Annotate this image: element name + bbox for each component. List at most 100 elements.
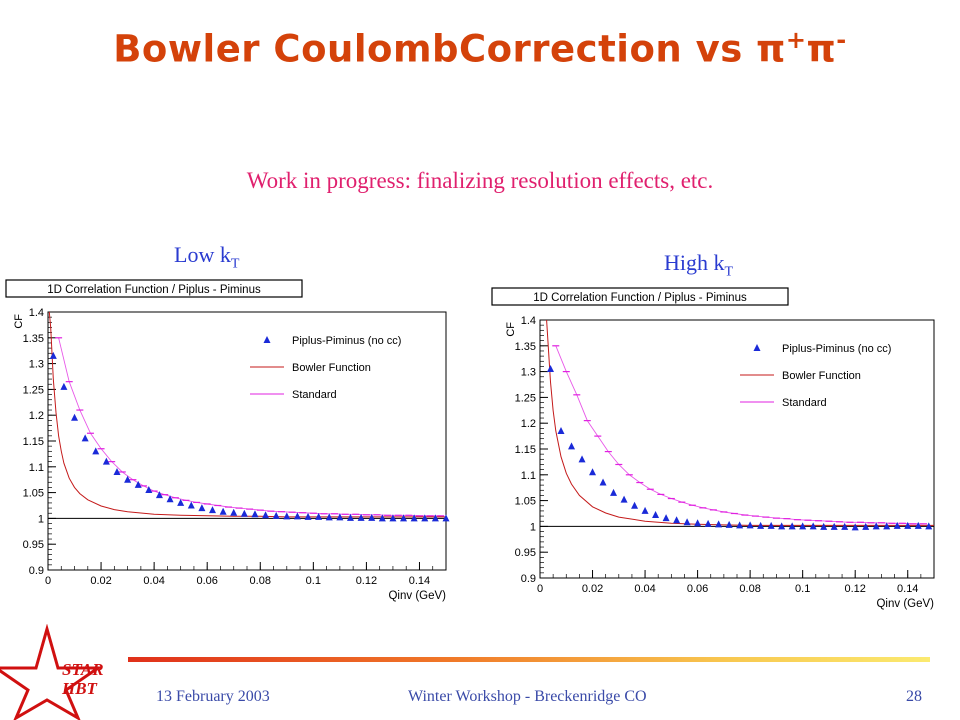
data-point (336, 513, 344, 521)
legend-label-bowler: Bowler Function (782, 370, 861, 382)
x-tick-label: 0.06 (687, 583, 708, 595)
data-point (862, 522, 870, 530)
data-point (820, 522, 828, 530)
data-point (904, 521, 912, 529)
data-point (378, 514, 386, 522)
data-point (841, 522, 849, 530)
data-point (631, 501, 639, 509)
data-point (389, 514, 397, 522)
data-point (442, 514, 450, 522)
data-point (283, 512, 291, 520)
data-point (304, 512, 312, 520)
data-point (60, 382, 68, 390)
data-point (767, 521, 775, 529)
data-point (113, 467, 121, 475)
plot-frame (47, 311, 447, 571)
chart-title: 1D Correlation Function / Piplus - Pimin… (47, 284, 261, 296)
data-point (81, 434, 89, 442)
data-point (599, 478, 607, 486)
data-point (325, 513, 333, 521)
y-tick-label: 1.2 (29, 410, 44, 422)
data-point (400, 514, 408, 522)
data-point (134, 480, 142, 488)
y-axis-label: CF (13, 314, 25, 329)
footer-page-number: 28 (906, 688, 922, 705)
slide-subtitle: Work in progress: finalizing resolution … (246, 168, 714, 193)
data-point (652, 511, 660, 519)
y-tick-label: 1.2 (521, 418, 536, 430)
y-tick-label: 1 (38, 513, 44, 525)
slide-title: Bowler CoulombCorrection vs π+π- (113, 26, 847, 71)
legend-marker-data (753, 344, 761, 351)
data-point (557, 426, 565, 434)
y-tick-label: 1.1 (29, 462, 44, 474)
data-point (620, 495, 628, 503)
x-axis-label: Qinv (GeV) (876, 598, 934, 610)
legend-label-data: Piplus-Piminus (no cc) (292, 335, 401, 347)
x-tick-label: 0.04 (634, 583, 655, 595)
y-tick-label: 1.4 (29, 307, 44, 319)
data-point (757, 521, 765, 529)
legend-label-data: Piplus-Piminus (no cc) (782, 343, 891, 355)
high-kt-label: High kT (664, 250, 734, 280)
y-tick-label: 1.25 (23, 384, 44, 396)
bowler-function-line (546, 319, 934, 526)
data-point (578, 455, 586, 463)
data-point (177, 498, 185, 506)
legend-label-standard: Standard (292, 389, 337, 401)
star-logo-icon (0, 624, 103, 720)
high-kt-plot: 1D Correlation Function / Piplus - Pimin… (491, 287, 935, 610)
x-tick-label: 0.02 (90, 575, 111, 587)
y-tick-label: 1.35 (23, 333, 44, 345)
data-point (746, 521, 754, 529)
data-point (694, 519, 702, 527)
data-point (704, 519, 712, 527)
data-point (799, 522, 807, 530)
data-point (198, 504, 206, 512)
data-point (830, 522, 838, 530)
data-point (49, 351, 57, 359)
footer-bar (128, 657, 930, 662)
chart-title-box (491, 287, 789, 306)
data-point (368, 513, 376, 521)
legend-label-bowler: Bowler Function (292, 362, 371, 374)
footer-date: 13 February 2003 (156, 688, 270, 705)
x-tick-label: 0.06 (196, 575, 217, 587)
x-tick-label: 0.1 (795, 583, 810, 595)
data-point (725, 520, 733, 528)
legend-label-standard: Standard (782, 397, 827, 409)
data-point (357, 513, 365, 521)
x-axis-label: Qinv (GeV) (388, 590, 446, 602)
x-tick-label: 0.08 (739, 583, 760, 595)
x-tick-label: 0.14 (409, 575, 430, 587)
y-tick-label: 0.9 (521, 573, 536, 585)
data-point (315, 512, 323, 520)
data-point (293, 512, 301, 520)
data-point (102, 457, 110, 465)
y-tick-label: 1.1 (521, 470, 536, 482)
y-tick-label: 1.15 (23, 436, 44, 448)
chart-title: 1D Correlation Function / Piplus - Pimin… (533, 292, 747, 304)
y-tick-label: 0.95 (23, 539, 44, 551)
data-point (736, 521, 744, 529)
x-tick-label: 0.1 (306, 575, 321, 587)
data-point (893, 521, 901, 529)
data-point (166, 495, 174, 503)
y-tick-label: 1.4 (521, 315, 536, 327)
data-point (568, 442, 576, 450)
legend-marker-data (263, 336, 271, 343)
plot-frame (539, 319, 935, 579)
y-tick-label: 0.95 (515, 547, 536, 559)
bowler-function-line (48, 311, 446, 518)
x-tick-label: 0.12 (356, 575, 377, 587)
data-point (230, 508, 238, 516)
data-point (851, 523, 859, 531)
low-kt-label: Low kT (174, 242, 240, 272)
data-point (715, 520, 723, 528)
standard-line (555, 345, 924, 525)
x-tick-label: 0.12 (844, 583, 865, 595)
low-kt-plot: 1D Correlation Function / Piplus - Pimin… (5, 279, 450, 602)
x-tick-label: 0.04 (143, 575, 164, 587)
data-point (272, 511, 280, 519)
